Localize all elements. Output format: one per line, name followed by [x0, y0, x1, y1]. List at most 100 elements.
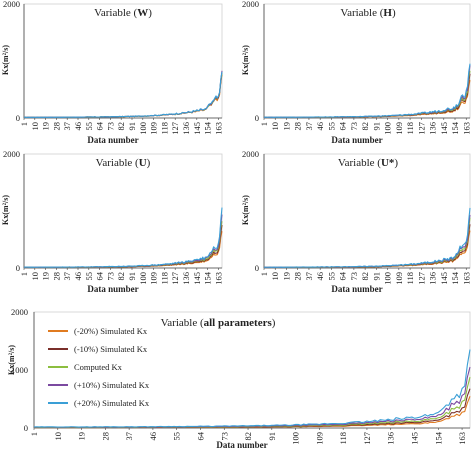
x-tick-label: 28	[293, 122, 303, 131]
series-plus20-line	[263, 207, 471, 268]
x-axis-label: Data number	[87, 135, 138, 145]
x-tick-label: 1	[259, 122, 269, 126]
x-tick-label: 109	[394, 122, 404, 135]
x-tick-label: 127	[416, 272, 426, 285]
x-tick-label: 82	[360, 272, 370, 281]
plot-frame	[23, 153, 223, 269]
x-tick-label: 118	[159, 272, 169, 284]
x-tick-label: 100	[291, 432, 301, 445]
x-tick-label: 73	[349, 272, 359, 281]
x-tick-label: 118	[338, 432, 348, 444]
x-tick-label: 19	[41, 122, 51, 131]
x-tick-label: 64	[195, 431, 205, 440]
y-axis-label: Kx(m²/s)	[1, 195, 10, 225]
x-tick-label: 82	[116, 122, 126, 131]
x-tick-label: 46	[315, 122, 325, 131]
x-tick-label: 91	[371, 272, 381, 281]
x-tick-label: 91	[267, 432, 277, 441]
x-tick-label: 154	[203, 121, 213, 135]
x-tick-label: 82	[360, 122, 370, 131]
x-tick-label: 73	[349, 122, 359, 131]
x-tick-label: 163	[461, 122, 471, 135]
y-tick-label: 0	[16, 263, 20, 273]
x-tick-label: 109	[314, 432, 324, 445]
x-tick-label: 73	[105, 122, 115, 131]
x-tick-label: 154	[450, 271, 460, 285]
x-tick-label: 10	[270, 272, 280, 281]
x-tick-label: 55	[84, 122, 94, 131]
x-tick-label: 37	[304, 272, 314, 281]
x-tick-label: 109	[149, 272, 159, 285]
panel-0: 0 2000 1 10 19 28 37 46 55 64 73 82 91 100 109 118 127 13…	[1, 0, 223, 145]
x-tick-label: 73	[219, 432, 229, 441]
legend-label: (+10%) Simulated Kx	[74, 380, 150, 390]
panel-title: Variable (U*)	[338, 157, 399, 169]
x-tick-label: 154	[433, 431, 443, 445]
x-tick-label: 100	[383, 272, 393, 285]
series-plus10-line	[263, 214, 471, 268]
series-plus20-line	[23, 71, 223, 118]
y-tick-label: 2000	[3, 149, 20, 159]
x-tick-label: 64	[95, 121, 105, 130]
panel-title: Variable (U)	[96, 157, 151, 169]
x-axis-label: Data number	[331, 284, 382, 294]
y-tick-label: 0	[255, 113, 259, 123]
series-computed-line	[23, 221, 223, 268]
x-tick-label: 118	[405, 272, 415, 284]
x-tick-label: 145	[439, 122, 449, 135]
x-tick-label: 46	[73, 122, 83, 131]
x-tick-label: 100	[138, 122, 148, 135]
x-tick-label: 55	[84, 272, 94, 281]
plot-frame	[23, 3, 223, 119]
x-tick-label: 118	[159, 122, 169, 134]
series-plus10-line	[23, 214, 223, 268]
x-tick-label: 163	[461, 272, 471, 285]
x-tick-label: 136	[386, 432, 396, 445]
x-tick-label: 37	[124, 432, 134, 441]
plot-frame	[263, 153, 471, 269]
legend-label: Computed Kx	[74, 362, 123, 372]
x-tick-label: 10	[53, 432, 63, 441]
x-tick-label: 28	[293, 272, 303, 281]
x-tick-label: 127	[170, 272, 180, 285]
y-axis-label: Kx(m²/s)	[241, 45, 250, 75]
y-tick-label: 2000	[242, 149, 259, 159]
panel-title: Variable (H)	[340, 7, 396, 19]
legend-label: (-10%) Simulated Kx	[74, 344, 148, 354]
x-axis-label: Data number	[216, 440, 267, 450]
x-tick-label: 28	[100, 432, 110, 441]
y-tick-label: 1000	[11, 365, 28, 375]
x-axis-label: Data number	[331, 135, 382, 145]
x-tick-label: 154	[450, 121, 460, 135]
x-tick-label: 127	[170, 122, 180, 135]
x-tick-label: 91	[127, 122, 137, 131]
x-tick-label: 46	[315, 272, 325, 281]
x-tick-label: 154	[203, 271, 213, 285]
x-tick-label: 37	[62, 122, 72, 131]
x-tick-label: 19	[281, 272, 291, 281]
y-tick-label: 2000	[242, 0, 259, 9]
x-tick-label: 145	[192, 272, 202, 285]
x-tick-label: 55	[326, 272, 336, 281]
x-tick-label: 1	[19, 272, 29, 276]
x-tick-label: 118	[405, 122, 415, 134]
x-tick-label: 73	[105, 272, 115, 281]
x-tick-label: 37	[62, 272, 72, 281]
panel-title: Variable (all parameters)	[161, 317, 276, 329]
panel-1: 0 2000 1 10 19 28 37 46 55 64 73 82 91 100 109 118 127 13…	[241, 0, 471, 145]
y-tick-label: 0	[16, 113, 20, 123]
x-tick-label: 163	[457, 432, 467, 445]
x-tick-label: 10	[270, 122, 280, 131]
x-tick-label: 109	[149, 122, 159, 135]
x-tick-label: 91	[371, 122, 381, 131]
x-tick-label: 28	[51, 122, 61, 131]
series-plus20-line	[33, 349, 471, 428]
y-tick-label: 0	[24, 423, 28, 433]
series-computed-line	[23, 73, 223, 118]
x-tick-label: 145	[192, 122, 202, 135]
x-tick-label: 37	[304, 122, 314, 131]
x-tick-label: 1	[29, 432, 39, 436]
x-tick-label: 10	[30, 272, 40, 281]
x-tick-label: 19	[41, 272, 51, 281]
